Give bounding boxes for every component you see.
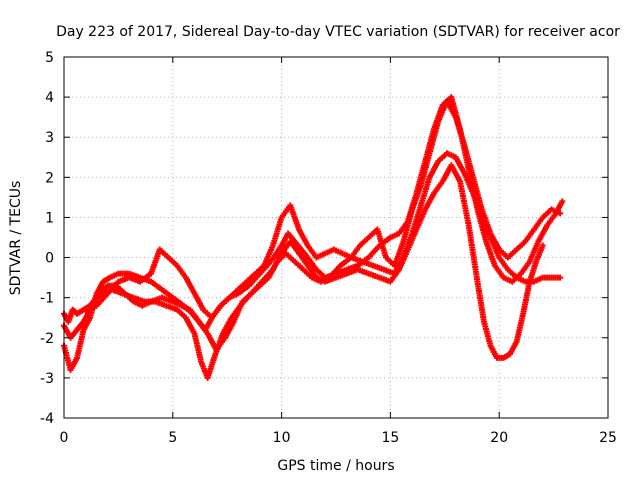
y-tick-label: 5	[45, 50, 54, 66]
x-tick-label: 25	[599, 430, 617, 446]
data-point	[557, 210, 564, 217]
x-tick-label: 15	[381, 430, 399, 446]
x-axis-title: GPS time / hours	[277, 458, 394, 474]
grid-lines	[64, 57, 608, 418]
y-tick-label: 3	[45, 130, 54, 146]
plot-frame	[63, 56, 609, 419]
y-axis-title: SDTVAR / TECUs	[8, 181, 24, 296]
series-track-4	[82, 98, 564, 321]
y-tick-label: 1	[45, 210, 54, 226]
x-tick-label: 0	[60, 430, 69, 446]
y-tick-label: 0	[45, 251, 54, 267]
y-tick-label: -3	[40, 371, 54, 387]
chart-title: Day 223 of 2017, Sidereal Day-to-day VTE…	[56, 24, 620, 40]
data-point	[557, 274, 564, 281]
data-point	[539, 242, 546, 249]
data-points	[61, 94, 566, 381]
y-tick-label: 2	[45, 170, 54, 186]
x-tick-label: 5	[168, 430, 177, 446]
axis-ticks: 0 5 10 15 20 25 -4 -3 -2 -1 0 1 2 3 4 5	[40, 50, 617, 446]
y-tick-label: 4	[45, 90, 54, 106]
y-tick-label: -4	[40, 411, 54, 427]
y-tick-label: -1	[40, 291, 54, 307]
x-tick-label: 10	[273, 430, 291, 446]
x-tick-label: 20	[490, 430, 508, 446]
y-tick-label: -2	[40, 331, 54, 347]
series-track-2	[61, 162, 546, 381]
data-point	[559, 198, 566, 205]
